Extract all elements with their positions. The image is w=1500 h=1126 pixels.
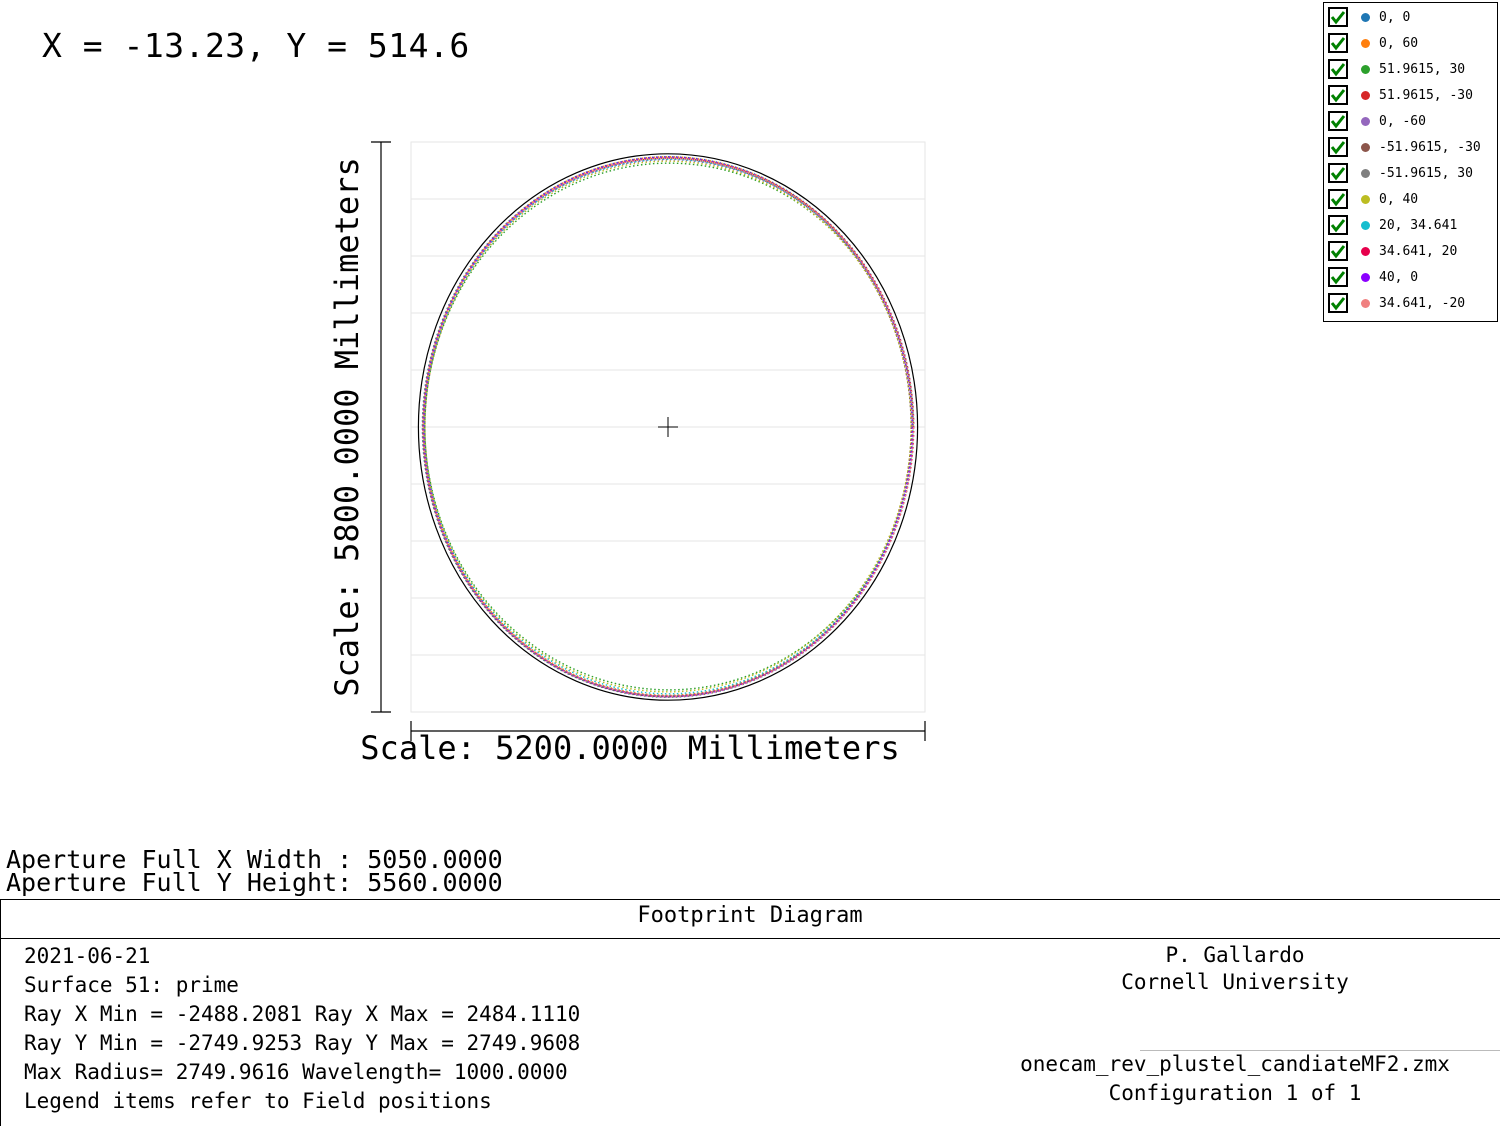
legend-color-dot [1361, 38, 1370, 48]
legend-color-dot [1361, 12, 1370, 22]
legend-item[interactable]: 0, 40 [1328, 187, 1418, 211]
legend-color-dot [1361, 64, 1370, 74]
legend-item[interactable]: 34.641, -20 [1328, 291, 1465, 315]
legend-color-dot [1361, 298, 1370, 308]
legend-label: 0, 0 [1379, 9, 1411, 25]
checkmark-icon [1330, 11, 1346, 25]
legend-checkbox[interactable] [1328, 163, 1348, 183]
legend-item[interactable]: 51.9615, 30 [1328, 57, 1465, 81]
legend-checkbox[interactable] [1328, 189, 1348, 209]
checkmark-icon [1330, 193, 1346, 207]
footer-radius-wavelength: Max Radius= 2749.9616 Wavelength= 1000.0… [24, 1060, 568, 1084]
checkmark-icon [1330, 89, 1346, 103]
checkmark-icon [1330, 297, 1346, 311]
legend-checkbox[interactable] [1328, 85, 1348, 105]
legend-item[interactable]: 34.641, 20 [1328, 239, 1457, 263]
checkmark-icon [1330, 219, 1346, 233]
aperture-stats: Aperture Full X Width : 5050.0000 Apertur… [6, 845, 503, 897]
series-footprint-7 [424, 160, 912, 693]
aperture-group [417, 153, 919, 701]
legend: 0, 0 0, 60 51.9615, 30 51.9615, -30 0, -60 -5… [1323, 2, 1498, 322]
grid-lines [411, 198, 925, 656]
legend-checkbox[interactable] [1328, 267, 1348, 287]
legend-label: 0, 40 [1379, 191, 1419, 207]
aperture-x-width: Aperture Full X Width : 5050.0000 [6, 845, 503, 874]
legend-item[interactable]: -51.9615, -30 [1328, 135, 1481, 159]
series-footprint-11 [422, 157, 915, 698]
aperture-y-height: Aperture Full Y Height: 5560.0000 [6, 868, 503, 897]
checkmark-icon [1330, 141, 1346, 155]
legend-color-dot [1361, 142, 1370, 152]
legend-label: 51.9615, -30 [1379, 87, 1473, 103]
footer-filename: onecam_rev_plustel_candiateMF2.zmx [1020, 1052, 1450, 1076]
x-axis-label: Scale: 5200.0000 Millimeters [360, 729, 899, 767]
legend-color-dot [1361, 168, 1370, 178]
legend-checkbox[interactable] [1328, 215, 1348, 235]
legend-label: 34.641, 20 [1379, 243, 1458, 259]
footer-organization: Cornell University [1121, 970, 1349, 994]
footer-author: P. Gallardo [1165, 943, 1305, 967]
legend-color-dot [1361, 116, 1370, 126]
legend-checkbox[interactable] [1328, 241, 1348, 261]
checkmark-icon [1330, 115, 1346, 129]
legend-item[interactable]: 40, 0 [1328, 265, 1418, 289]
legend-color-dot [1361, 90, 1370, 100]
legend-label: 0, 60 [1379, 35, 1419, 51]
legend-label: 0, -60 [1379, 113, 1426, 129]
checkmark-icon [1330, 271, 1346, 285]
legend-item[interactable]: 0, -60 [1328, 109, 1426, 133]
legend-label: 34.641, -20 [1379, 295, 1466, 311]
footer-ray-y: Ray Y Min = -2749.9253 Ray Y Max = 2749.… [24, 1031, 581, 1055]
footer-legend-note: Legend items refer to Field positions [24, 1089, 492, 1113]
series-group [421, 156, 915, 698]
footer-ray-x: Ray X Min = -2488.2081 Ray X Max = 2484.… [24, 1002, 581, 1026]
footprint-plot[interactable]: Scale: 5800.0000 Millimeters Scale: 5200… [0, 0, 1500, 800]
legend-item[interactable]: 0, 60 [1328, 31, 1418, 55]
legend-label: 51.9615, 30 [1379, 61, 1466, 77]
footer-author-block: P. Gallardo Cornell University [1000, 942, 1470, 996]
legend-color-dot [1361, 272, 1370, 282]
legend-checkbox[interactable] [1328, 137, 1348, 157]
legend-item[interactable]: 20, 34.641 [1328, 213, 1457, 237]
y-axis-label: Scale: 5800.0000 Millimeters [328, 157, 366, 696]
legend-color-dot [1361, 246, 1370, 256]
legend-checkbox[interactable] [1328, 293, 1348, 313]
legend-checkbox[interactable] [1328, 111, 1348, 131]
legend-item[interactable]: -51.9615, 30 [1328, 161, 1473, 185]
legend-item[interactable]: 51.9615, -30 [1328, 83, 1473, 107]
series-footprint-10 [423, 156, 913, 698]
footer-date: 2021-06-21 [24, 944, 151, 968]
footer-title: Footprint Diagram [0, 900, 1500, 939]
checkmark-icon [1330, 167, 1346, 181]
footer-configuration: Configuration 1 of 1 [1108, 1081, 1362, 1105]
legend-checkbox[interactable] [1328, 7, 1348, 27]
footer-info-lines: 2021-06-21 Surface 51: prime Ray X Min =… [24, 942, 580, 1116]
checkmark-icon [1330, 37, 1346, 51]
checkmark-icon [1330, 63, 1346, 77]
legend-label: -51.9615, -30 [1379, 139, 1481, 155]
legend-label: 20, 34.641 [1379, 217, 1458, 233]
footer-file-block: onecam_rev_plustel_candiateMF2.zmx Confi… [970, 1050, 1500, 1108]
legend-checkbox[interactable] [1328, 33, 1348, 53]
legend-color-dot [1361, 220, 1370, 230]
checkmark-icon [1330, 245, 1346, 259]
legend-label: 40, 0 [1379, 269, 1419, 285]
legend-color-dot [1361, 194, 1370, 204]
footer-panel: Footprint Diagram 2021-06-21 Surface 51:… [0, 899, 1500, 1126]
cursor-coordinate-readout: X = -13.23, Y = 514.6 [42, 26, 470, 65]
series-footprint-1 [423, 156, 913, 696]
legend-item[interactable]: 0, 0 [1328, 5, 1410, 29]
legend-label: -51.9615, 30 [1379, 165, 1473, 181]
legend-checkbox[interactable] [1328, 59, 1348, 79]
series-footprint-8 [423, 158, 914, 695]
footer-surface: Surface 51: prime [24, 973, 239, 997]
aperture-outline [417, 153, 919, 701]
footer-divider [1140, 1050, 1500, 1051]
footer-left-border [0, 900, 1, 1126]
